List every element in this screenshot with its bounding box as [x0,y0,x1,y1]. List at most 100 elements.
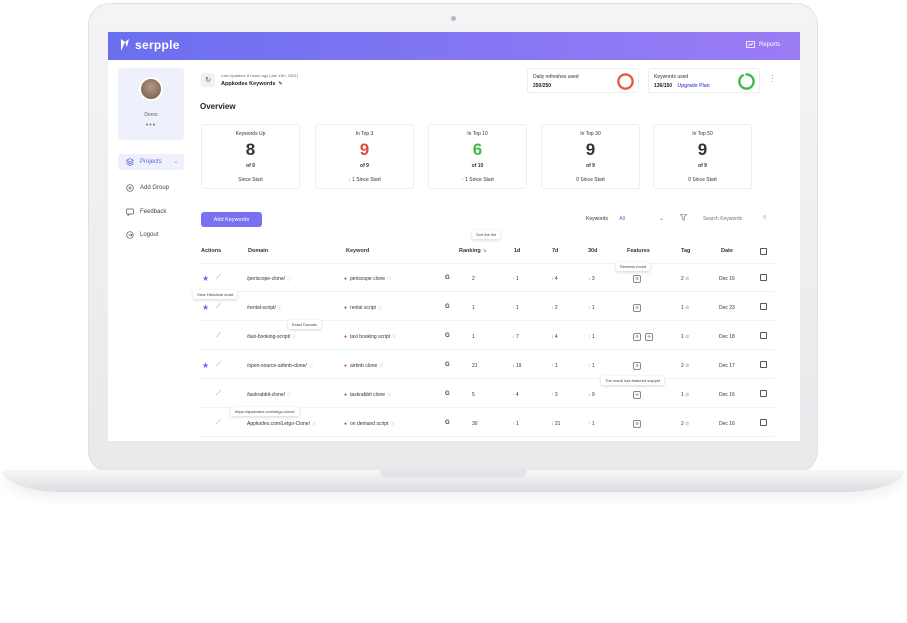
historical-chart-icon[interactable]: ⟋ [216,390,221,397]
sidebar-item-projects[interactable]: Projects ⌄ [118,154,184,170]
col-header-ranking[interactable]: Ranking ↘ [459,248,487,254]
filter-icon[interactable] [679,214,688,223]
domain-cell[interactable]: /periscope-clone/ⓘ [247,276,291,282]
domain-cell[interactable]: /taxi-booking-script/ⓘ [247,334,296,340]
domain-info-icon[interactable]: ⓘ [287,276,292,281]
favorite-star-icon[interactable]: ★ [202,274,210,283]
keyword-info-icon[interactable]: ⓘ [390,421,395,426]
keyword-cell: ● taskrabbit clone ⓘ [344,392,391,398]
change-d1-cell: ↑ 1 [512,305,519,311]
google-icon: G [445,391,450,397]
historical-chart-icon[interactable]: ⟋ [216,332,221,339]
row-checkbox[interactable] [760,361,767,368]
date-cell: Dec 16 [719,421,735,427]
puzzle-icon[interactable]: ✣ [633,391,641,399]
settings-icon[interactable]: ⚙ [633,333,641,341]
change-value: 7 [515,334,519,340]
keyword-text: rental script [350,305,376,311]
profile-menu-dots[interactable]: ••• [145,122,157,129]
arrow-up-icon: ↑ [588,421,591,427]
profile-name: Demo [144,112,158,118]
sort-tooltip: Sort the list [472,230,501,239]
row-checkbox[interactable] [760,419,767,426]
domain-info-icon[interactable]: ⓘ [277,305,282,310]
domain-cell[interactable]: /open-source-airbnb-clone/ⓘ [247,363,313,369]
keyword-info-icon[interactable]: ⓘ [387,392,392,397]
google-icon: G [445,304,450,310]
domain-info-icon[interactable]: ⓘ [312,421,317,426]
tag-cell[interactable]: 1 ⊘ [681,392,689,398]
chevron-down-icon: ⌄ [173,159,178,165]
more-options-icon[interactable]: · · · [771,71,774,86]
chevron-down-icon[interactable]: ⌄ [659,216,665,222]
tag-count: 2 [681,421,684,427]
tag-cell[interactable]: 2 ⊘ [681,421,689,427]
card-keywords-up: Keywords Up 8 of 9 Since Start [201,124,300,189]
historical-chart-icon[interactable]: ⟋ [216,303,221,310]
keyword-cell: ● periscope clone ⓘ [344,276,391,282]
domain-cell[interactable]: Appkodes.com/Letgo-Clone/ⓘ [247,421,316,427]
settings-icon[interactable]: ⚙ [633,420,641,428]
favorite-star-icon[interactable]: ★ [202,361,210,370]
search-keywords-input[interactable] [703,213,773,225]
row-checkbox[interactable] [760,332,767,339]
sidebar-item-logout[interactable]: Logout [118,227,184,243]
keyword-info-icon[interactable]: ⓘ [387,276,392,281]
tag-cell[interactable]: 2 ⊘ [681,363,689,369]
add-keywords-button[interactable]: Add Keywords [201,212,262,227]
tag-count: 2 [681,363,684,369]
upgrade-plan-link[interactable]: Upgrade Plan [677,83,710,89]
sidebar-item-add-group[interactable]: Add Group [118,180,184,196]
settings-icon[interactable]: ⚙ [633,275,641,283]
feedback-icon [125,208,134,217]
avatar[interactable] [139,77,163,101]
edit-icon[interactable]: ✎ [278,81,283,87]
settings-icon[interactable]: ⚙ [633,362,641,370]
tag-icon: ⊘ [685,334,690,340]
keyword-info-icon[interactable]: ⓘ [377,305,382,310]
tag-cell[interactable]: 2 ⊘ [681,276,689,282]
brand-logo[interactable]: serpple [119,38,180,52]
select-all-checkbox[interactable] [760,248,767,255]
domain-info-icon[interactable]: ⓘ [308,363,313,368]
features-cell: ✣ [633,391,645,399]
ranking-cell: 21 [472,363,478,369]
sort-icon[interactable]: ↘ [482,248,487,254]
sidebar-item-feedback[interactable]: Feedback [118,204,184,220]
tag-cell[interactable]: 1 ⊘ [681,334,689,340]
tag-count: 1 [681,305,684,311]
historical-chart-icon[interactable]: ⟋ [216,274,221,281]
col-header-tag: Tag [681,248,691,254]
tag-cell[interactable]: 1 ⊘ [681,305,689,311]
domain-info-icon[interactable]: ⓘ [287,392,292,397]
laptop-notch [380,470,527,478]
domain-cell[interactable]: /rental-script/ⓘ [247,305,282,311]
historical-chart-icon[interactable]: ⟋ [216,419,221,426]
historical-chart-icon[interactable]: ⟋ [216,361,221,368]
keyword-info-icon[interactable]: ⓘ [392,334,397,339]
row-checkbox[interactable] [760,303,767,310]
row-divider [200,320,774,321]
puzzle-icon[interactable]: ✣ [645,333,653,341]
card-title: In Top 30 [580,131,601,137]
domain-info-icon[interactable]: ⓘ [292,334,297,339]
settings-icon[interactable]: ⚙ [633,304,641,312]
keyword-info-icon[interactable]: ⓘ [379,363,384,368]
favicon-icon: ● [344,276,348,282]
domain-text: /taskrabbit-clone/ [247,392,286,398]
keywords-filter[interactable]: Keywords All [586,216,625,222]
arrow-up-icon: ↑ [588,305,591,311]
row-checkbox[interactable] [760,390,767,397]
top-bar: serpple Reports [108,32,800,60]
change-value: 3 [554,392,558,398]
col-header-domain: Domain [248,248,269,254]
card-title: In Top 10 [467,131,488,137]
domain-cell[interactable]: /taskrabbit-clone/ⓘ [247,392,291,398]
favorite-star-icon[interactable]: ★ [202,303,210,312]
arrow-up-icon: ↑ [512,421,515,427]
row-checkbox[interactable] [760,274,767,281]
reports-link[interactable]: Reports [746,41,780,48]
refresh-button[interactable]: ↻ [201,73,215,87]
search-icon[interactable]: ⚲ [763,215,767,221]
arrow-down-icon: ↓ [551,276,554,282]
